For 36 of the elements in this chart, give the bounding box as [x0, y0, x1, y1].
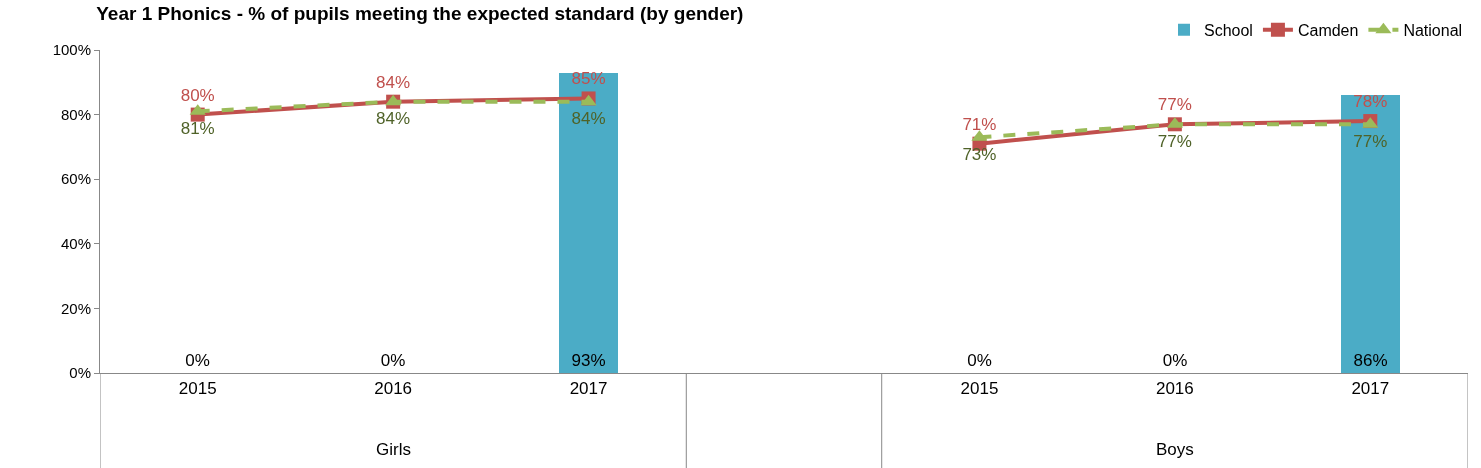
- text: Girls: [376, 440, 411, 459]
- y-tick-label: 40%: [60, 235, 91, 253]
- legend-label: Camden: [1297, 21, 1359, 39]
- data-label: 93%: [571, 351, 606, 370]
- data-label: 84%: [376, 72, 411, 92]
- data-label: 77%: [1353, 131, 1388, 151]
- x-tick-label: 2016: [1155, 379, 1194, 399]
- data-label: 0%: [185, 351, 210, 370]
- y-tick-label: 80%: [60, 105, 91, 123]
- legend-label: National: [1403, 21, 1463, 39]
- y-tick-label: 60%: [60, 170, 91, 188]
- data-label: 81%: [180, 118, 215, 138]
- data-label: 0%: [967, 351, 992, 370]
- data-label: 84%: [571, 109, 606, 129]
- data-label: 77%: [1157, 95, 1192, 115]
- data-label: 71%: [962, 114, 997, 134]
- data-label: 0%: [1162, 351, 1188, 370]
- data-label: 86%: [1353, 351, 1388, 370]
- x-tick-label: 2016: [374, 379, 413, 399]
- x-tick-label: 2015: [178, 379, 217, 399]
- data-label: 85%: [571, 69, 606, 89]
- y-tick-label: 0%: [69, 364, 91, 382]
- data-label: 80%: [180, 85, 215, 105]
- data-label: 77%: [1157, 131, 1192, 151]
- y-tick-label: 20%: [60, 299, 91, 317]
- x-tick-label: 2015: [960, 379, 999, 399]
- data-label: 84%: [376, 109, 411, 129]
- y-tick-label: 100%: [52, 41, 91, 59]
- data-label: 73%: [962, 144, 997, 164]
- data-label: 0%: [380, 351, 406, 370]
- data-label: 78%: [1353, 92, 1388, 112]
- chart-title: Year 1 Phonics - % of pupils meeting the expected standard (by gender): [96, 3, 744, 25]
- text: Boys: [1156, 440, 1194, 459]
- x-tick-label: 2017: [569, 379, 608, 399]
- x-tick-label: 2017: [1351, 379, 1390, 399]
- legend-label: School: [1204, 21, 1253, 39]
